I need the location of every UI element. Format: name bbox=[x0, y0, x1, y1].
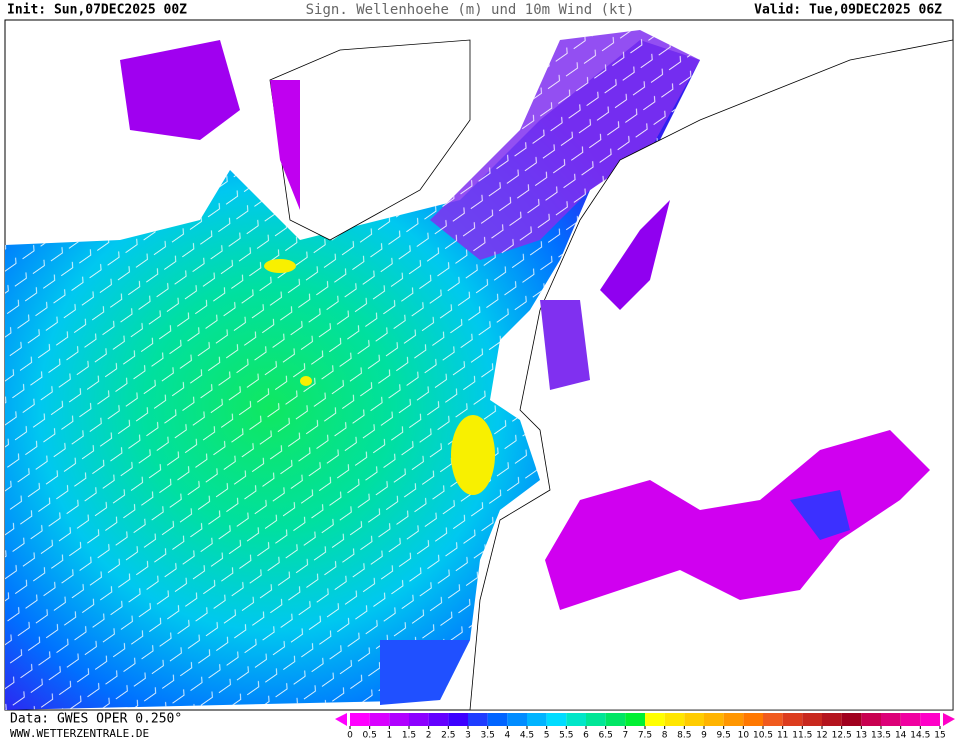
colorbar-swatch bbox=[625, 713, 645, 726]
colorbar-tick-label: 4 bbox=[504, 731, 510, 741]
mediterranean-field bbox=[545, 430, 930, 610]
colorbar-tick-label: 6 bbox=[583, 731, 589, 741]
colorbar-swatch bbox=[881, 713, 901, 726]
colorbar-tick-label: 6.5 bbox=[599, 731, 613, 741]
north-sea-field bbox=[540, 300, 590, 390]
colorbar-tick-label: 3 bbox=[465, 731, 471, 741]
colorbar-swatch bbox=[389, 713, 409, 726]
colorbar-tick-label: 10.5 bbox=[753, 731, 773, 741]
colorbar-swatch bbox=[605, 713, 626, 726]
colorbar-swatch bbox=[704, 713, 724, 726]
colorbar-tick-label: 1 bbox=[386, 731, 392, 741]
colorbar-tick-label: 14.5 bbox=[910, 731, 930, 741]
colorbar-tick-label: 8 bbox=[662, 731, 668, 741]
colorbar-swatch bbox=[822, 713, 842, 726]
colorbar-tick-label: 12 bbox=[816, 731, 827, 741]
colorbar-swatch bbox=[507, 713, 527, 726]
colorbar-tick-label: 9.5 bbox=[717, 731, 731, 741]
colorbar-tick-label: 2.5 bbox=[441, 731, 455, 741]
map-title: Sign. Wellenhoehe (m) und 10m Wind (kt) bbox=[306, 2, 635, 18]
colorbar-swatch bbox=[684, 713, 704, 726]
colorbar-swatch bbox=[782, 713, 803, 726]
colorbar-swatch bbox=[546, 713, 567, 726]
colorbar-tick-label: 7 bbox=[622, 731, 628, 741]
colorbar-tick-label: 4.5 bbox=[520, 731, 534, 741]
colorbar-tick-label: 8.5 bbox=[677, 731, 691, 741]
atlantic-south-field bbox=[380, 640, 470, 705]
colorbar-tick-label: 10 bbox=[738, 731, 750, 741]
colorbar-swatch bbox=[743, 713, 763, 726]
colorbar-swatch bbox=[802, 713, 822, 726]
colorbar-swatch bbox=[448, 713, 468, 726]
colorbar-swatch bbox=[468, 713, 488, 726]
colorbar-tick-label: 15 bbox=[934, 731, 945, 741]
colorbar-swatch bbox=[900, 713, 921, 726]
high-wave-spot bbox=[300, 376, 312, 386]
colorbar-swatch bbox=[664, 713, 685, 726]
colorbar-tick-label: 5.5 bbox=[559, 731, 573, 741]
init-label: Init: Sun,07DEC2025 00Z bbox=[7, 3, 187, 18]
colorbar-tick-label: 11.5 bbox=[792, 731, 812, 741]
colorbar-tick-label: 1.5 bbox=[402, 731, 416, 741]
baffin-field bbox=[120, 40, 240, 140]
colorbar-swatch bbox=[527, 713, 547, 726]
colorbar-tick-label: 5 bbox=[544, 731, 550, 741]
colorbar-swatch bbox=[566, 713, 586, 726]
colorbar-swatch bbox=[350, 713, 370, 726]
data-source: Data: GWES OPER 0.250° bbox=[10, 712, 182, 727]
colorbar-tick-label: 13.5 bbox=[871, 731, 891, 741]
high-wave-spot bbox=[264, 259, 296, 273]
colorbar-swatch bbox=[723, 713, 744, 726]
colorbar-tick-label: 0 bbox=[347, 731, 353, 741]
colorbar-swatch bbox=[586, 713, 606, 726]
colorbar-swatch bbox=[409, 713, 429, 726]
colorbar-tick-label: 0.5 bbox=[363, 731, 377, 741]
colorbar-swatch bbox=[841, 713, 862, 726]
greenland-coast-field bbox=[270, 80, 300, 210]
colorbar-swatch bbox=[428, 713, 449, 726]
aegean-field bbox=[790, 490, 850, 540]
colorbar-swatch bbox=[487, 713, 508, 726]
colorbar-swatch bbox=[369, 713, 390, 726]
colorbar-tick-label: 12.5 bbox=[832, 731, 852, 741]
high-wave-area bbox=[451, 415, 495, 495]
valid-label: Valid: Tue,09DEC2025 06Z bbox=[754, 3, 942, 18]
colorbar-swatch bbox=[763, 713, 783, 726]
colorbar-tick-label: 3.5 bbox=[481, 731, 495, 741]
colorbar-tick-label: 14 bbox=[895, 731, 907, 741]
colorbar-tick-label: 9 bbox=[701, 731, 707, 741]
colorbar-arrow-left bbox=[335, 713, 347, 726]
colorbar-swatch bbox=[645, 713, 665, 726]
colorbar-tick-label: 13 bbox=[856, 731, 867, 741]
colorbar-tick-label: 7.5 bbox=[638, 731, 652, 741]
wind-barbs bbox=[430, 30, 700, 260]
colorbar-swatch bbox=[861, 713, 881, 726]
colorbar-arrow-right bbox=[943, 713, 955, 726]
website: WWW.WETTERZENTRALE.DE bbox=[10, 727, 149, 740]
colorbar-tick-label: 11 bbox=[777, 731, 788, 741]
colorbar-tick-label: 2 bbox=[426, 731, 432, 741]
greenland bbox=[269, 39, 471, 241]
colorbar-swatch bbox=[920, 713, 940, 726]
baltic-field bbox=[600, 200, 670, 310]
